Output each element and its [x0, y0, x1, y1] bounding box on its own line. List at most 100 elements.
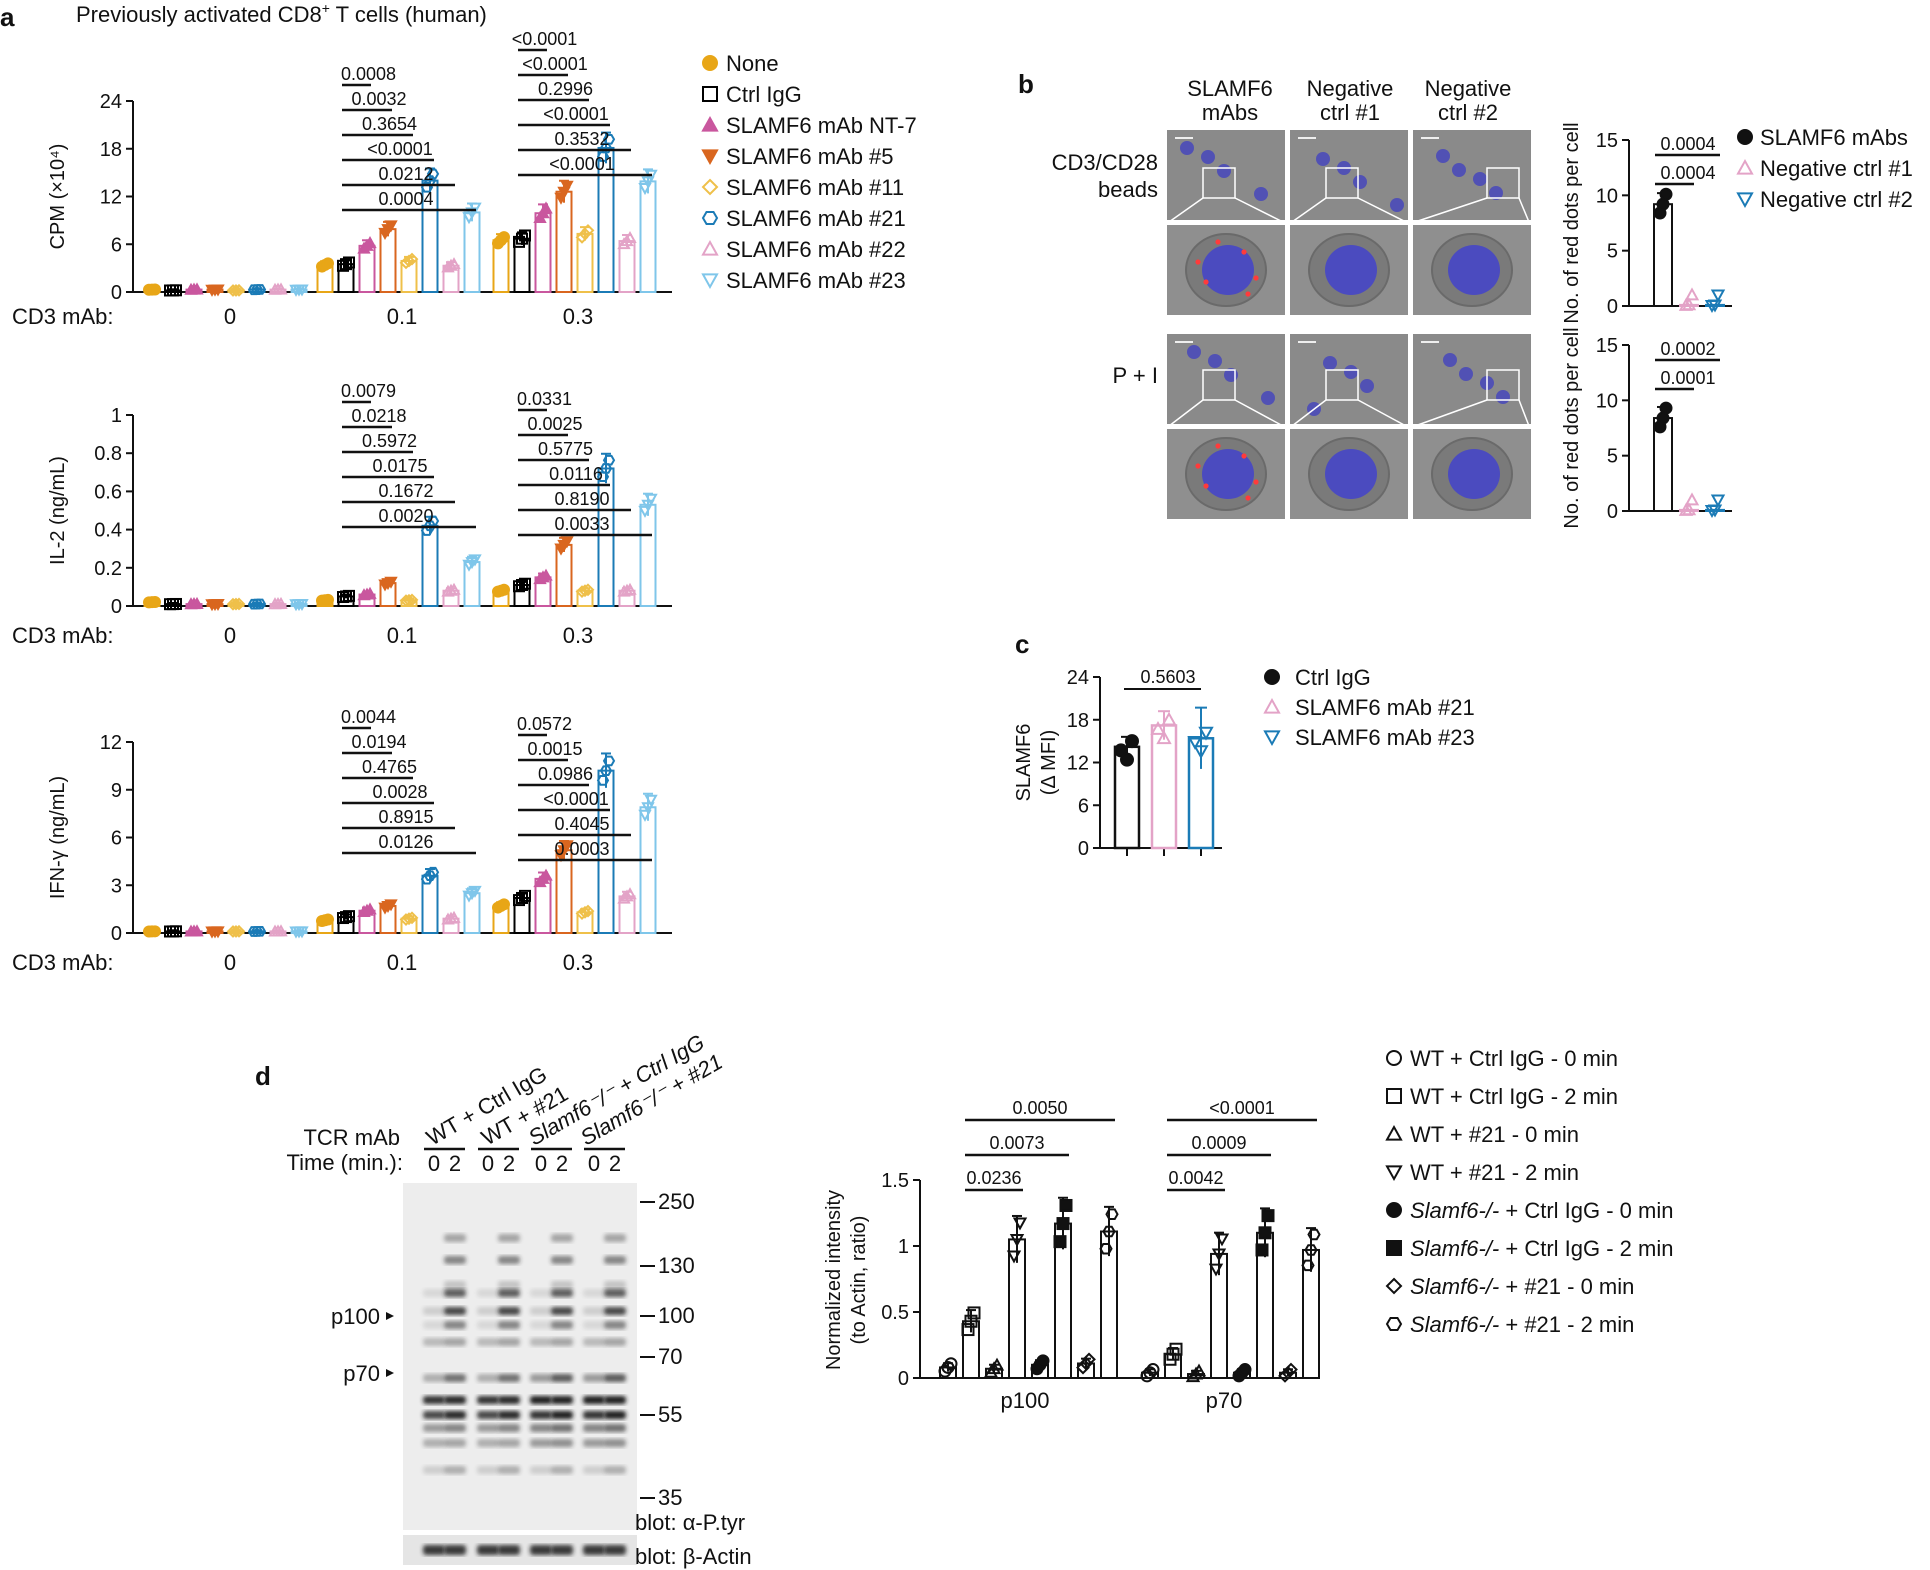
group-label: 0.1 [387, 623, 418, 648]
y-tick-label: 24 [100, 91, 122, 113]
cell-nucleus [1459, 367, 1473, 381]
legend-prefix: WT [1410, 1046, 1444, 1071]
bar [463, 211, 481, 294]
marker-point [1188, 1366, 1204, 1380]
marker-point [623, 887, 637, 900]
p-value-label: 0.0009 [1191, 1133, 1246, 1153]
marker-point [1120, 752, 1134, 767]
panel-b-row-labels: CD3/CD28 beads P + I [1052, 150, 1158, 388]
y-tick-label: 0.4 [94, 520, 122, 542]
band-arrow [386, 1369, 394, 1377]
legend-label: Negative ctrl #1 [1760, 156, 1913, 181]
cell-nucleus [1360, 379, 1374, 393]
marker-point [402, 912, 416, 926]
marker-point [232, 597, 246, 611]
marker-point [170, 925, 182, 938]
cell-nucleus [1323, 356, 1337, 370]
p-value-label: 0.0015 [527, 739, 582, 759]
legend-label: SLAMF6 mAb NT-7 [726, 113, 917, 138]
marker-point [498, 898, 510, 911]
marker-point [384, 899, 398, 912]
bar [379, 228, 397, 293]
actin-band [530, 1545, 552, 1555]
cell-nucleus [1448, 245, 1500, 295]
cell-nucleus [1390, 198, 1404, 212]
marker-point [384, 220, 398, 233]
blot-band [530, 1411, 552, 1419]
marker-point [596, 775, 610, 786]
blot-band [551, 1307, 573, 1315]
marker-point [1304, 1244, 1318, 1256]
cd3-row-a2: CD3 mAb: 0 0.1 0.3 [12, 623, 593, 648]
blot-band [423, 1289, 445, 1297]
p-value-label: 0.1672 [378, 481, 433, 501]
x-tick-label: p70 [1206, 1388, 1243, 1413]
y-tick-label: 10 [1596, 390, 1618, 412]
legend-label: Slamf6-/- + #21 - 0 min [1410, 1274, 1634, 1299]
column-header: mAbs [1202, 100, 1258, 125]
y-tick-label: 0 [1078, 838, 1089, 860]
y-tick-label: 5 [1607, 446, 1618, 468]
bar [534, 212, 552, 293]
time-label: 2 [556, 1151, 568, 1176]
y-axis-title: IFN-γ (ng/mL) [47, 776, 69, 899]
red-dot [1215, 443, 1221, 449]
marker-point [1385, 1165, 1403, 1182]
marker-point [602, 454, 616, 466]
legend-rest: + #21 - 0 min [1444, 1122, 1579, 1147]
group-label: 0 [224, 623, 236, 648]
blot-band [551, 1289, 573, 1297]
marker-point [1386, 1202, 1402, 1218]
zoom-line [1518, 197, 1530, 223]
panel-a-title: Previously activated CD8+ T cells (human… [76, 0, 487, 27]
blot-band [498, 1439, 520, 1447]
marker-point [1684, 492, 1700, 506]
legend-rest: + #21 - 2 min [1444, 1160, 1579, 1185]
zoom-line [1518, 399, 1530, 427]
marker-point [1737, 129, 1753, 145]
zoom-line [1168, 197, 1204, 223]
marker-point [964, 1314, 978, 1328]
legend-label: WT + Ctrl IgG - 2 min [1410, 1084, 1618, 1109]
blot-band [498, 1396, 520, 1404]
marker-point [1143, 1366, 1157, 1380]
marker-point [575, 585, 589, 599]
row-label: P + I [1113, 363, 1158, 388]
x-tick-label: p100 [1001, 1388, 1050, 1413]
marker-point [578, 227, 592, 241]
chart-a2-il2: 0 0.2 0.4 0.6 0.8 1 IL-2 (ng/mL) 0.0079 0.0218 0.… [47, 381, 672, 618]
marker-point [1386, 1088, 1402, 1104]
marker-point [967, 1306, 981, 1320]
bar [639, 180, 657, 293]
zoom-line [1357, 197, 1407, 223]
marker-point [516, 891, 528, 904]
y-tick-label: 12 [100, 732, 122, 754]
column-header: ctrl #2 [1438, 100, 1498, 125]
legend-b: SLAMF6 mAbs Negative ctrl #1 Negative ctrl… [1736, 125, 1913, 212]
blot-band [551, 1411, 573, 1419]
bar [576, 232, 594, 293]
zoom-line [1291, 197, 1327, 223]
column-header: SLAMF6 [1187, 76, 1273, 101]
cell-nucleus [1436, 149, 1450, 163]
blot-band [423, 1466, 445, 1474]
zoom-line [1414, 399, 1488, 427]
marker-point [1056, 1217, 1070, 1231]
legend-label: Slamf6-/- + Ctrl IgG - 2 min [1410, 1236, 1673, 1261]
marker-point [1036, 1354, 1050, 1368]
blot-band [551, 1256, 573, 1264]
marker-point [1258, 1226, 1272, 1240]
panel-a-label: a [0, 2, 15, 32]
marker-point [1264, 669, 1280, 685]
cell-nucleus [1187, 345, 1201, 359]
marker-point [295, 284, 309, 297]
blot-band [423, 1396, 445, 1404]
blot-band [530, 1396, 552, 1404]
marker-point [426, 515, 440, 527]
y-axis-title: (Δ MFI) [1038, 730, 1060, 796]
blot-band [498, 1234, 520, 1242]
marker-point [1261, 1209, 1275, 1223]
cell-nucleus [1489, 186, 1503, 200]
marker-point [1281, 1365, 1295, 1380]
y-axis-title: IL-2 (ng/mL) [47, 456, 69, 565]
